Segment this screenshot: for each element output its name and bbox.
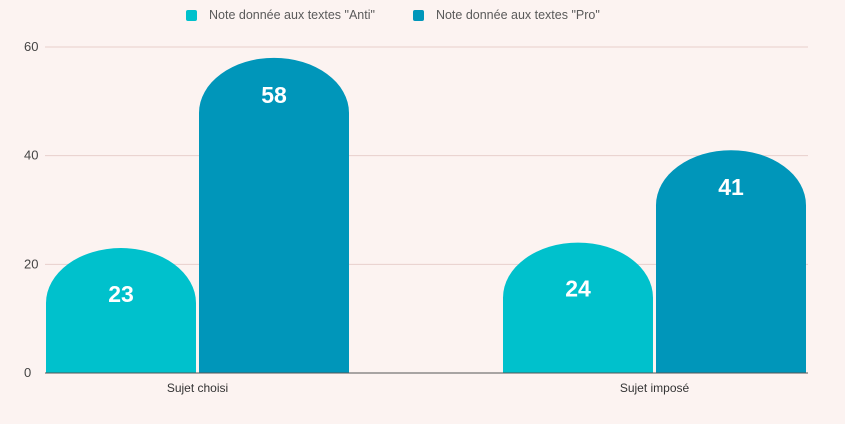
x-category-label-0: Sujet choisi [167,381,228,395]
bar-anti-1 [503,242,653,373]
data-label-pro-0: 58 [261,82,287,108]
data-label-anti-1: 24 [565,276,591,302]
legend-item-pro[interactable]: Note donnée aux textes "Pro" [412,8,600,22]
bar-anti-0 [46,248,197,373]
y-tick-label-40: 40 [24,148,38,163]
legend-label-pro: Note donnée aux textes "Pro" [435,8,600,22]
x-category-label-1: Sujet imposé [620,381,690,395]
y-tick-label-0: 0 [24,365,31,380]
legend-swatch-pro [412,9,424,21]
legend-item-anti[interactable]: Note donnée aux textes "Anti" [186,8,375,22]
legend: Note donnée aux textes "Anti" Note donné… [186,8,638,22]
legend-swatch-anti [186,9,197,21]
data-label-anti-0: 23 [108,281,134,307]
bar-pro-0 [199,57,349,373]
y-tick-label-60: 60 [24,39,38,54]
legend-label-anti: Note donnée aux textes "Anti" [209,8,375,22]
y-tick-label-20: 20 [24,256,38,271]
data-label-pro-1: 41 [718,174,744,200]
bar-pro-1 [656,150,806,373]
